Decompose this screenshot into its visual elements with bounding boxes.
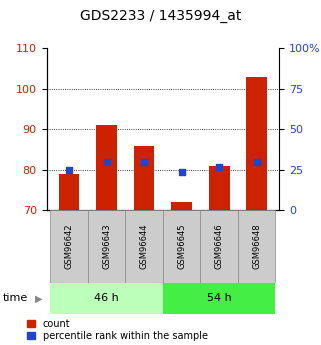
Legend: count, percentile rank within the sample: count, percentile rank within the sample (27, 319, 208, 341)
Bar (201, 210, 238, 283)
Bar (134, 146, 154, 210)
Bar (50, 210, 88, 283)
Bar (59, 174, 79, 210)
Text: 46 h: 46 h (94, 294, 119, 303)
Text: GDS2233 / 1435994_at: GDS2233 / 1435994_at (80, 9, 241, 23)
Point (217, 164, 222, 169)
Bar (238, 210, 275, 283)
Bar (96, 125, 117, 210)
Bar (209, 166, 230, 210)
Text: GSM96646: GSM96646 (215, 224, 224, 269)
Text: GSM96643: GSM96643 (102, 224, 111, 269)
Bar (163, 283, 275, 314)
Text: ▶: ▶ (35, 294, 42, 303)
Bar (50, 283, 163, 314)
Bar (171, 202, 192, 210)
Text: 54 h: 54 h (207, 294, 231, 303)
Point (142, 159, 147, 165)
Bar (126, 210, 163, 283)
Text: GSM96642: GSM96642 (65, 224, 74, 269)
Bar (88, 210, 125, 283)
Point (254, 159, 259, 165)
Text: time: time (3, 294, 29, 303)
Point (104, 159, 109, 165)
Point (179, 169, 184, 174)
Bar (163, 210, 200, 283)
Point (66, 167, 72, 173)
Bar (247, 77, 267, 210)
Text: GSM96645: GSM96645 (177, 224, 186, 269)
Text: GSM96648: GSM96648 (252, 224, 261, 269)
Text: GSM96644: GSM96644 (140, 224, 149, 269)
